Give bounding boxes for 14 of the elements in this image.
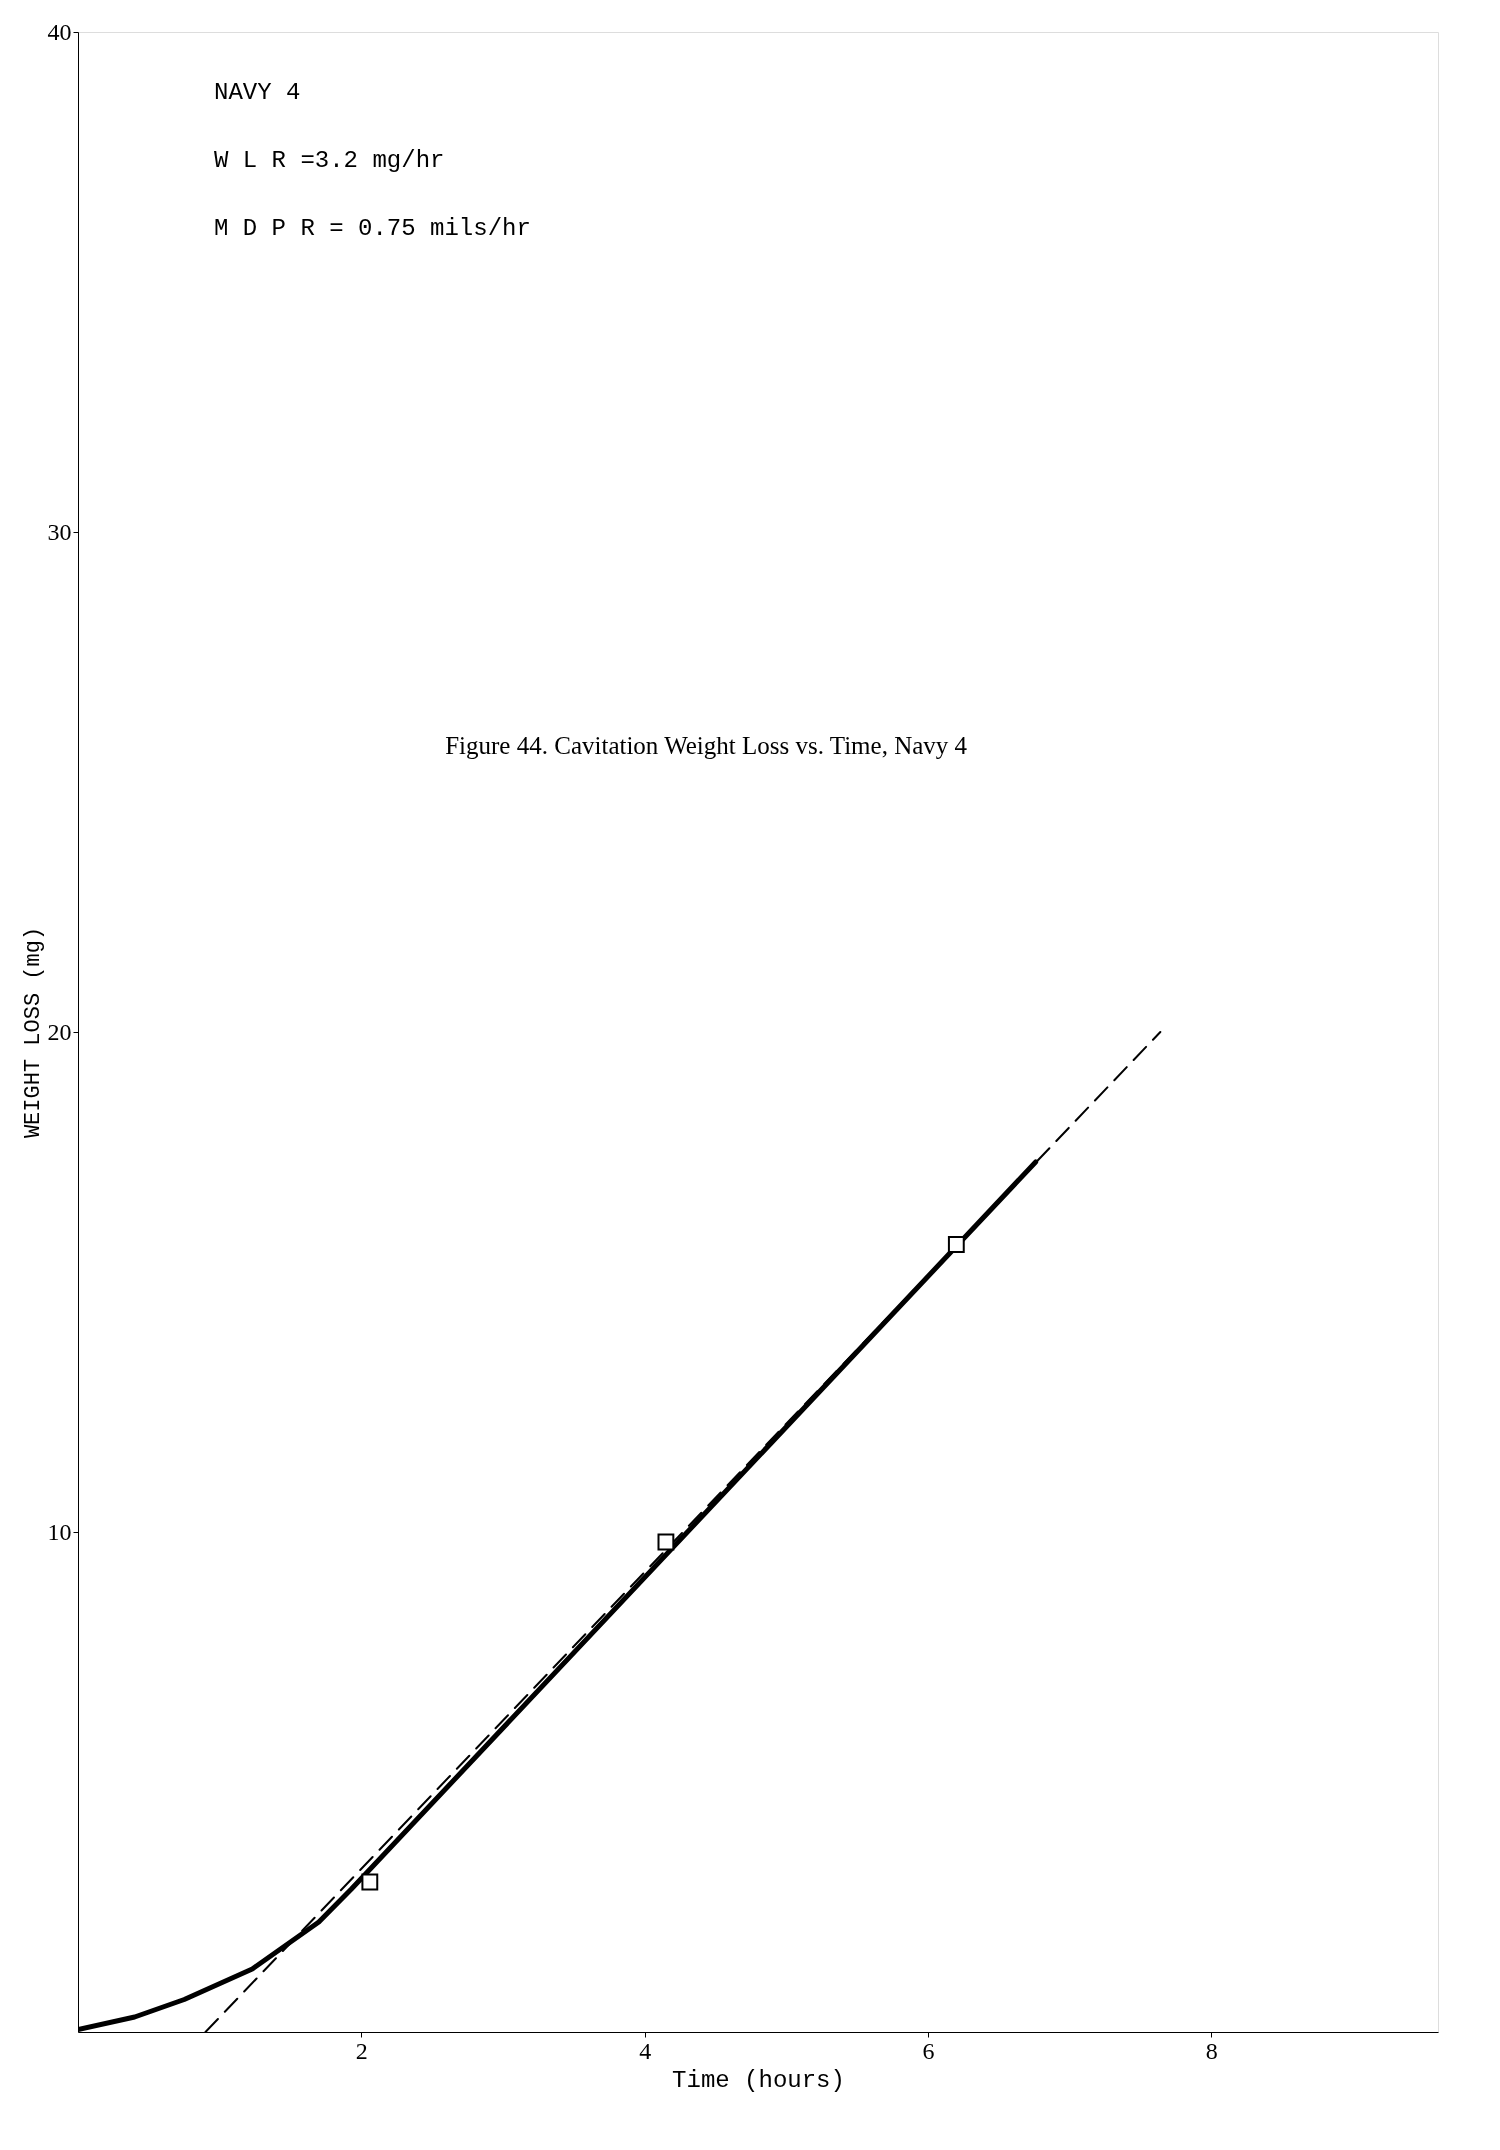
x-axis-title: Time (hours)	[672, 2066, 845, 2094]
annotation: M D P R = 0.75 mils/hr	[214, 215, 531, 242]
annotation: Figure 44. Cavitation Weight Loss vs. Time, Navy 4	[445, 732, 968, 759]
x-tick-label: 8	[1205, 2037, 1218, 2064]
y-tick-label: 10	[47, 1518, 72, 1545]
y-tick-label: 30	[47, 518, 72, 545]
y-tick-label: 20	[47, 1018, 72, 1045]
y-tick-label: 40	[47, 18, 72, 45]
annotation: W L R =3.2 mg/hr	[214, 147, 445, 174]
x-tick-label: 2	[355, 2037, 368, 2064]
y-axis-title: WEIGHT LOSS (mg)	[20, 926, 46, 1139]
x-tick-label: 6	[922, 2037, 935, 2064]
annotation: NAVY 4	[214, 79, 301, 106]
x-tick-label: 4	[639, 2037, 652, 2064]
